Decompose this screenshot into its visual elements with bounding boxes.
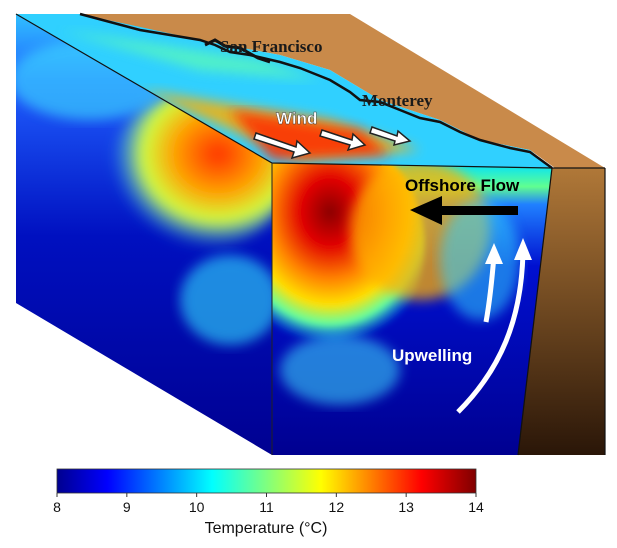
san-francisco-bay	[204, 38, 271, 64]
wind-arrow-1	[253, 132, 312, 160]
land-cliff	[518, 168, 605, 455]
colorbar-tick-label: 10	[189, 499, 205, 515]
colorbar-tick-label: 14	[468, 499, 484, 515]
upwelling-arrow-curved	[456, 249, 526, 414]
wind-label: Wind	[276, 109, 317, 128]
colorbar-title: Temperature (°C)	[205, 520, 328, 537]
san-francisco-label: San Francisco	[220, 37, 322, 56]
monterey-label: Monterey	[362, 91, 433, 110]
colorbar-tick-label: 9	[123, 499, 131, 515]
wind-arrow-3	[369, 126, 412, 147]
colorbar-tick-label: 11	[259, 499, 274, 515]
offshore-flow-label: Offshore Flow	[405, 176, 520, 195]
wind-arrow-2	[319, 129, 367, 152]
upwelling-label: Upwelling	[392, 346, 472, 365]
offshore-flow-arrow	[410, 196, 518, 225]
colorbar-tick-label: 13	[398, 499, 414, 515]
coastline	[79, 12, 553, 170]
colorbar-tick-label: 8	[53, 499, 61, 515]
land-surface	[16, 14, 605, 168]
temperature-colorbar: 8 9 10 11 12 13 14 Temperature (°C)	[53, 468, 484, 537]
colorbar-tick-label: 12	[329, 499, 345, 515]
